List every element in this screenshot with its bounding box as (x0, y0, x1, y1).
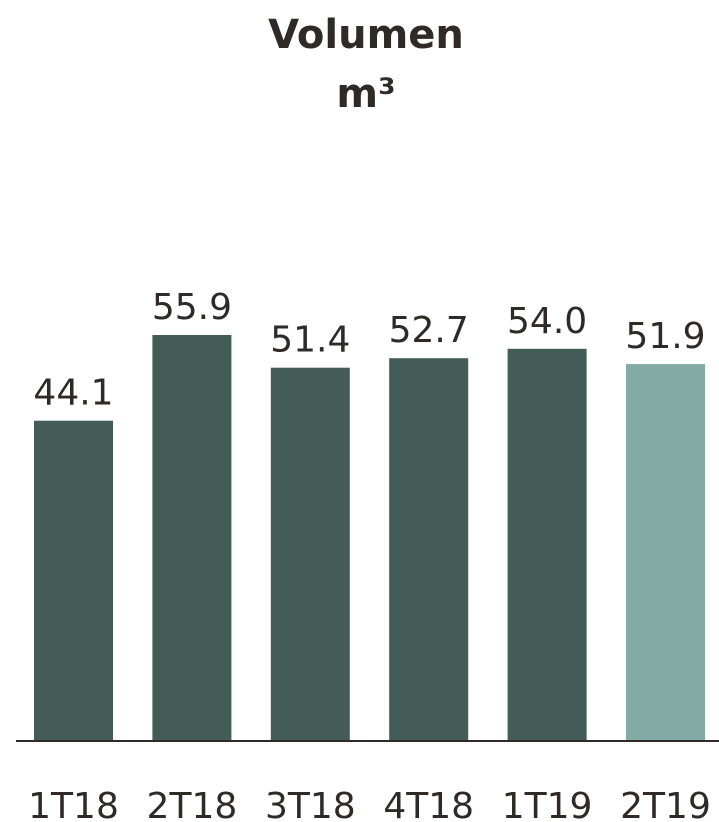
value-label-2T18: 55.9 (152, 287, 232, 328)
value-label-1T18: 44.1 (33, 373, 113, 414)
category-label-1T18: 1T18 (28, 786, 119, 822)
category-labels-group: 1T18 2T18 3T18 4T18 1T19 2T19 (28, 786, 711, 822)
category-label-2T18: 2T18 (147, 786, 238, 822)
category-label-1T19: 1T19 (502, 786, 593, 822)
value-labels-group: 44.1 55.9 51.4 52.7 54.0 51.9 (33, 287, 705, 414)
value-label-4T18: 52.7 (389, 310, 469, 351)
category-label-3T18: 3T18 (265, 786, 356, 822)
category-label-4T18: 4T18 (383, 786, 474, 822)
value-label-3T18: 51.4 (270, 320, 350, 361)
bar-2T18 (152, 335, 232, 741)
bar-3T18 (270, 367, 350, 741)
bar-4T18 (389, 358, 469, 741)
bars-group (34, 335, 705, 741)
value-label-2T19: 51.9 (625, 316, 705, 357)
bar-1T18 (34, 420, 113, 741)
value-label-1T19: 54.0 (507, 301, 587, 342)
chart-title: Volumen (268, 12, 464, 58)
chart-subtitle: m³ (336, 71, 395, 117)
bar-1T19 (507, 348, 587, 741)
bar-2T19 (626, 364, 705, 741)
category-label-2T19: 2T19 (620, 786, 711, 822)
